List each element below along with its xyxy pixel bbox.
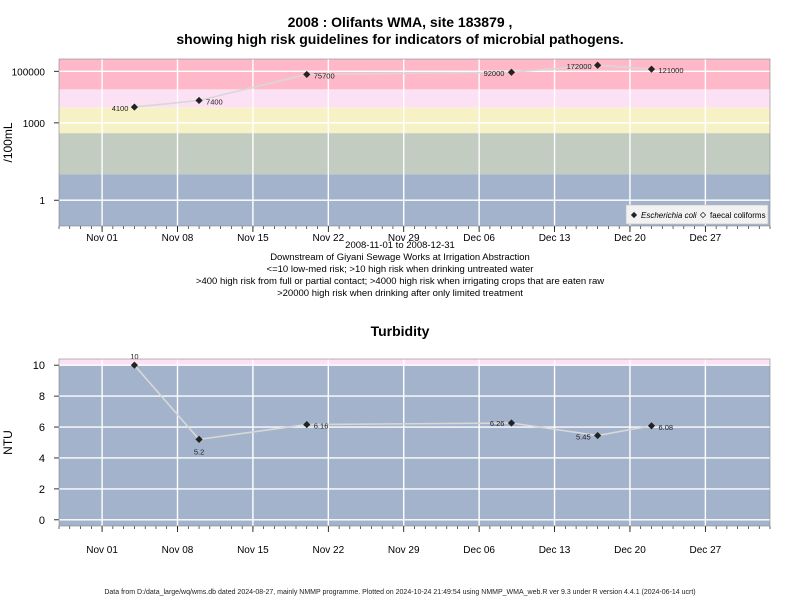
ecoli-xtick-label: Nov 08 [162,233,194,244]
turbidity-xtick-label: Nov 15 [237,545,269,556]
ecoli-band-2 [59,107,770,134]
ecoli-data-label: 92000 [484,69,505,78]
turbidity-data-point [507,419,516,427]
turbidity-y-axis-label: NTU [1,430,15,455]
turbidity-xtick-label: Dec 13 [539,545,571,556]
guideline-text-1: <=10 low-med risk; >10 high risk when dr… [266,264,534,275]
ecoli-data-point [130,103,139,111]
turbidity-data-point [594,431,602,440]
date-range-text: 2008-11-01 to 2008-12-31 [345,240,455,251]
ecoli-xtick-label: Nov 01 [86,233,118,244]
turbidity-data-label: 6.26 [490,419,505,428]
ecoli-xtick-label: Dec 13 [539,233,571,244]
ecoli-data-point [647,65,656,73]
ecoli-ytick-label: 100000 [12,67,46,78]
ecoli-data-label: 4100 [112,104,129,113]
ecoli-xtick-label: Nov 29 [388,233,420,244]
legend-fc-label: faecal coliforms [710,211,766,220]
turbidity-data-label: 6.16 [314,422,329,431]
ecoli-y-axis-label: /100mL [1,122,15,162]
turbidity-data-point [130,361,139,369]
turbidity-ytick-label: 2 [39,484,45,496]
ecoli-ytick-label: 1000 [23,119,46,130]
turbidity-ytick-label: 4 [39,453,45,465]
turbidity-xtick-label: Dec 06 [463,545,495,556]
ecoli-data-label: 75700 [314,71,335,80]
turbidity-title: Turbidity [370,323,430,339]
ecoli-xtick-label: Nov 15 [237,233,269,244]
turbidity-xtick-label: Nov 29 [388,545,420,556]
ecoli-xtick-label: Dec 27 [690,233,722,244]
turbidity-data-label: 10 [130,352,138,361]
turbidity-ytick-label: 8 [39,391,45,403]
ecoli-band-1 [59,133,770,175]
ecoli-data-point [507,68,516,76]
ecoli-data-point [303,70,311,79]
ecoli-data-label: 7400 [206,97,223,106]
turbidity-data-point [647,422,656,430]
turbidity-ytick-label: 6 [39,422,45,434]
chart-title-line1: 2008 : Olifants WMA, site 183879 , [287,14,513,30]
ecoli-data-point [594,61,602,69]
turbidity-xtick-label: Nov 01 [86,545,118,556]
guideline-text-3: >20000 high risk when drinking after onl… [277,288,523,299]
turbidity-xtick-label: Dec 20 [614,545,646,556]
turbidity-data-label: 6.08 [659,423,674,432]
ecoli-xtick-label: Dec 06 [463,233,495,244]
ecoli-band-3 [59,89,770,108]
site-description-text: Downstream of Giyani Sewage Works at Irr… [270,252,530,263]
turbidity-data-label: 5.2 [194,447,204,456]
turbidity-ytick-label: 0 [39,515,45,527]
chart-title-line2: showing high risk guidelines for indicat… [176,31,624,47]
turbidity-band-1 [59,359,770,366]
ecoli-ytick-label: 1 [39,196,45,207]
legend-fc-marker [699,211,707,219]
ecoli-xtick-label: Nov 22 [312,233,344,244]
turbidity-xtick-label: Nov 22 [312,545,344,556]
ecoli-data-label: 121000 [659,66,684,75]
ecoli-xtick-label: Dec 20 [614,233,646,244]
turbidity-plot-frame [58,358,771,527]
turbidity-xtick-label: Nov 08 [162,545,194,556]
turbidity-band-0 [59,365,770,526]
turbidity-data-point [303,420,311,429]
ecoli-data-point [195,96,203,105]
footer-note: Data from D:/data_large/wq/wms.db dated … [104,589,696,596]
ecoli-plot-frame [58,58,771,227]
legend-box [625,204,769,225]
turbidity-xtick-label: Dec 27 [690,545,722,556]
ecoli-series-line [134,64,652,108]
turbidity-ytick-label: 10 [33,360,45,372]
legend-ecoli-marker [630,211,638,219]
turbidity-data-point [195,435,203,444]
turbidity-data-label: 5.45 [576,433,591,442]
guideline-text-2: >400 high risk from full or partial cont… [195,276,605,287]
legend-ecoli-label: Escherichia coli [641,211,697,220]
turbidity-series-line [133,364,652,441]
ecoli-data-label: 172000 [567,62,592,71]
